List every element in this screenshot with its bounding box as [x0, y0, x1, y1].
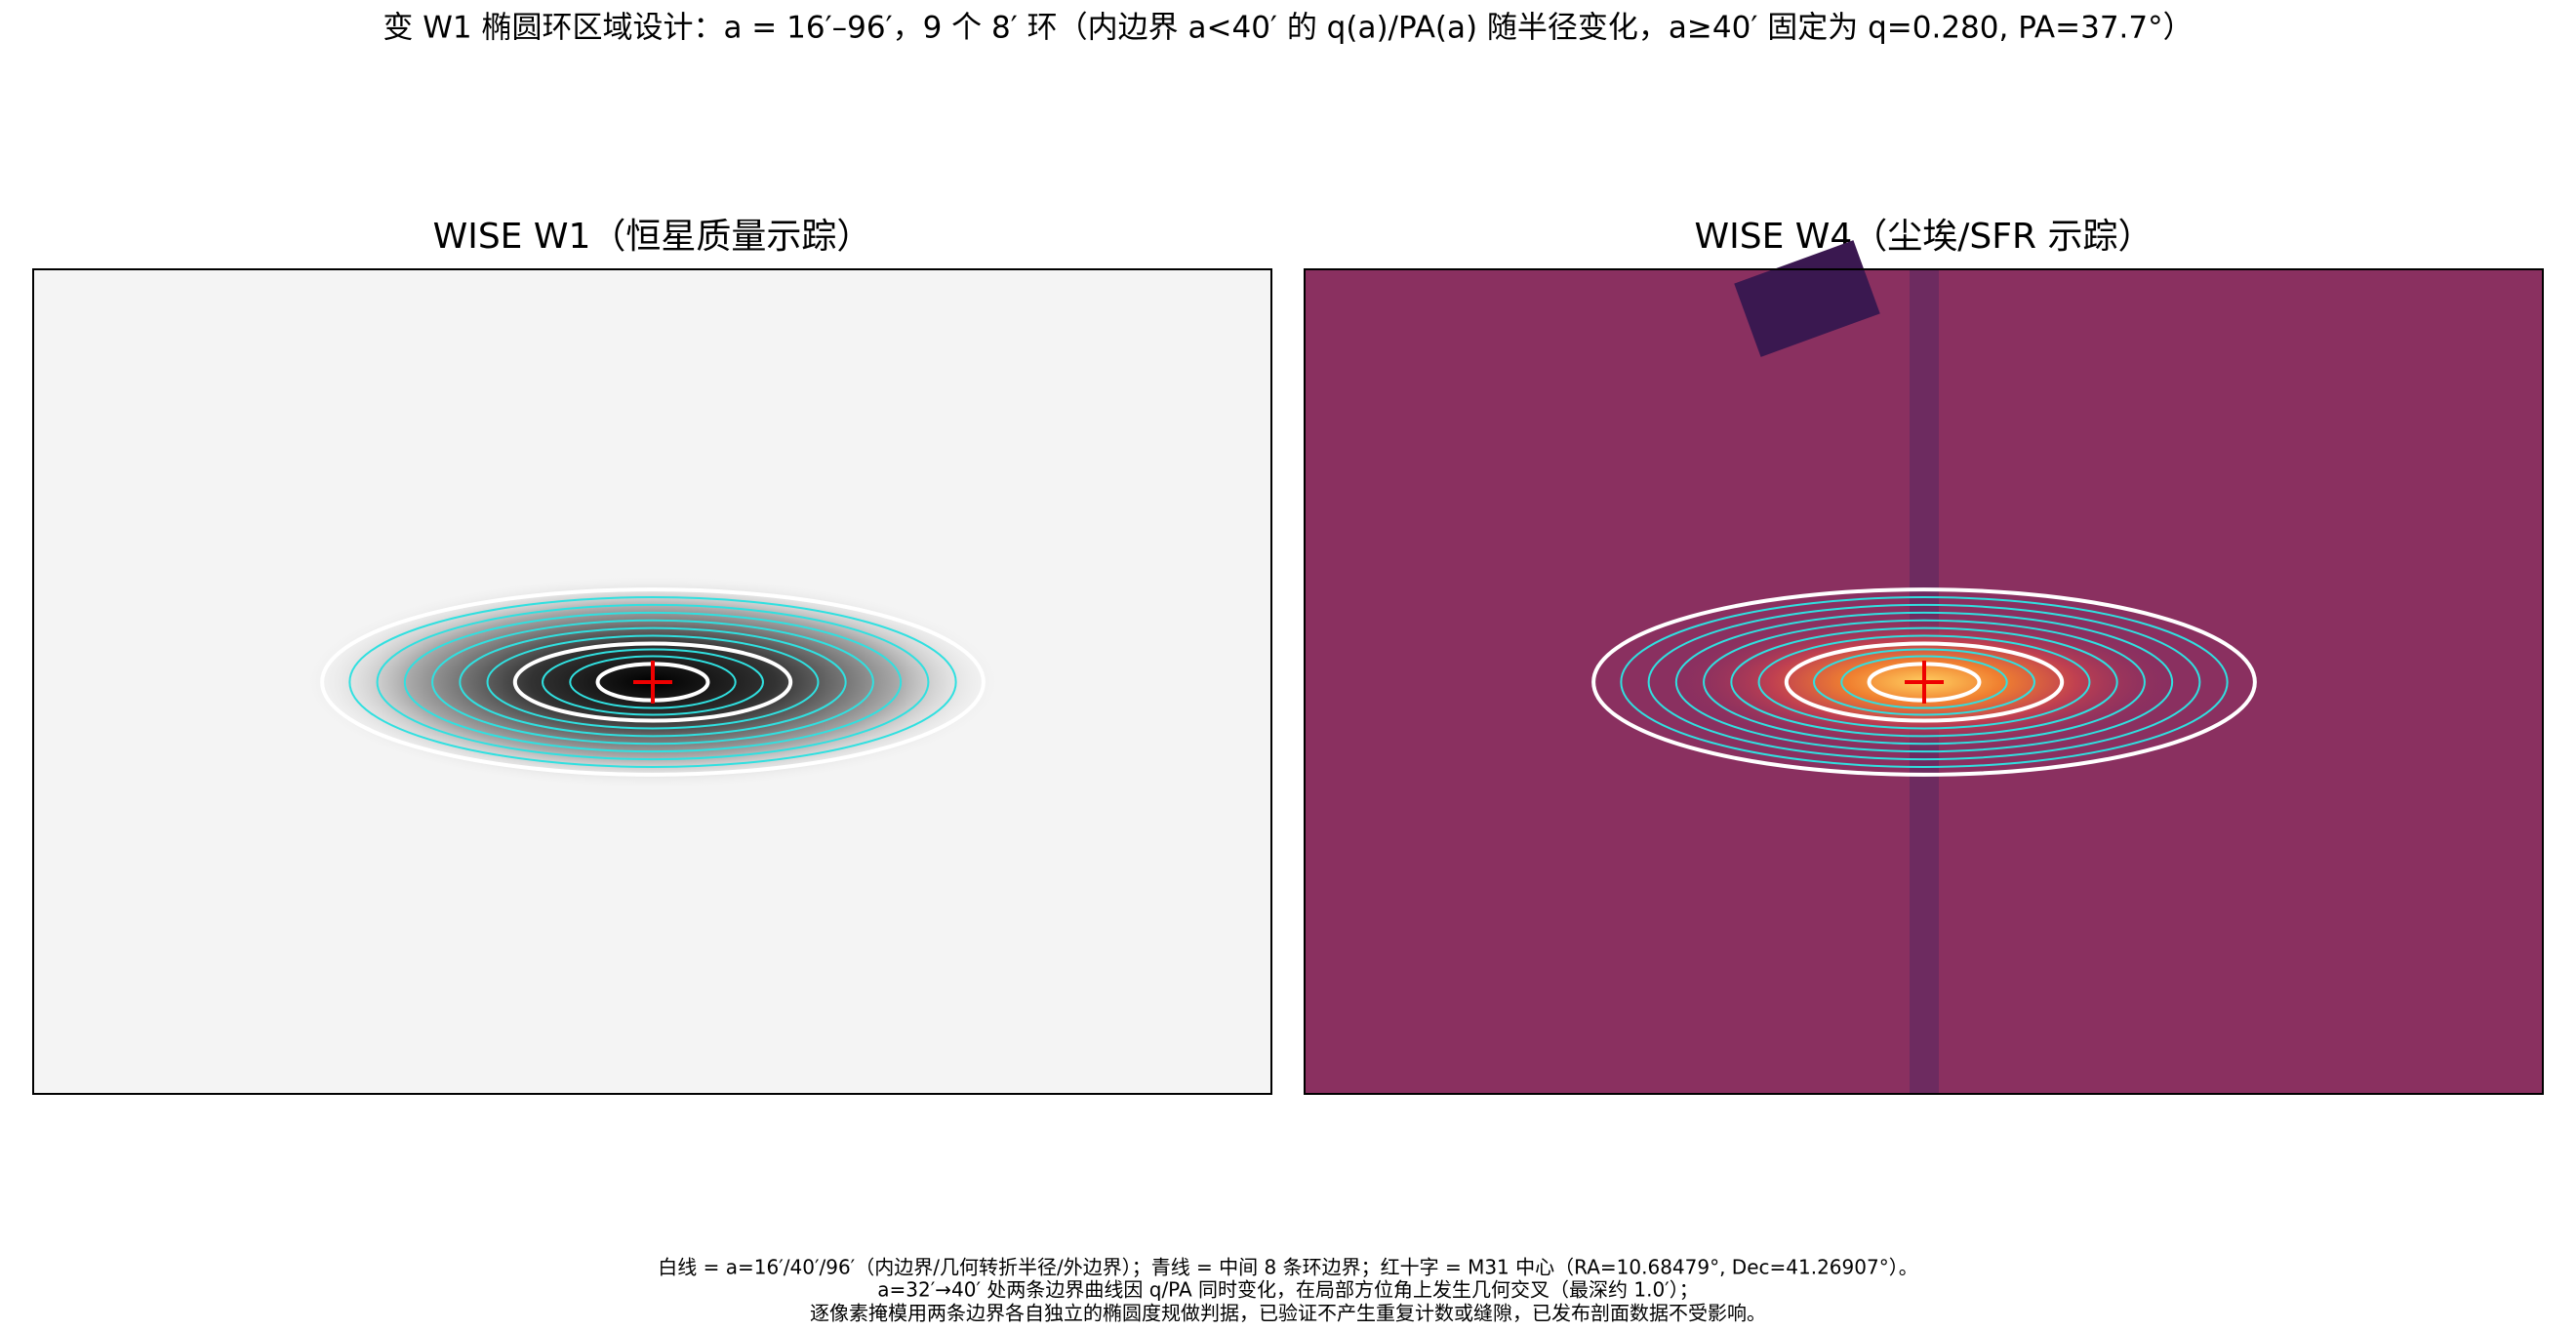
caption: 白线 = a=16′/40′/96′（内边界/几何转折半径/外边界）；青线 = …: [658, 1256, 1917, 1279]
ring-boundary: [1757, 634, 2091, 730]
ring-boundary: [569, 655, 737, 709]
ring-boundary: [1840, 655, 2008, 709]
key-boundary: [512, 641, 793, 723]
ring-boundary: [1813, 648, 2035, 716]
ring-boundary: [542, 648, 764, 716]
ring-boundary: [1730, 626, 2118, 738]
panel-title: WISE W1（恒星质量示踪）: [433, 217, 872, 257]
ring-boundary: [376, 603, 930, 761]
ring-boundary: [348, 596, 957, 768]
panel-title: WISE W4（尘埃/SFR 示踪）: [1695, 217, 2153, 257]
ring-boundary: [1674, 611, 2174, 753]
ring-boundary: [431, 619, 874, 746]
ring-boundary: [486, 634, 820, 730]
key-boundary: [1591, 587, 2257, 777]
key-boundary: [320, 587, 986, 777]
ring-boundary: [403, 611, 903, 753]
ring-boundary: [1647, 603, 2201, 761]
ring-boundary: [459, 626, 847, 738]
ring-boundary: [1703, 619, 2146, 746]
panel-frame: [32, 268, 1272, 1095]
caption: 逐像素掩模用两条边界各自独立的椭圆度规做判据，已验证不产生重复计数或缝隙，已发布…: [810, 1302, 1766, 1325]
panel-frame: [1304, 268, 2544, 1095]
ring-boundary: [1620, 596, 2229, 768]
key-boundary: [1784, 641, 2065, 723]
caption: a=32′→40′ 处两条边界曲线因 q/PA 同时变化，在局部方位角上发生几何…: [877, 1278, 1698, 1302]
title: 变 W1 椭圆环区域设计：a = 16′–96′，9 个 8′ 环（内边界 a<…: [382, 11, 2193, 46]
